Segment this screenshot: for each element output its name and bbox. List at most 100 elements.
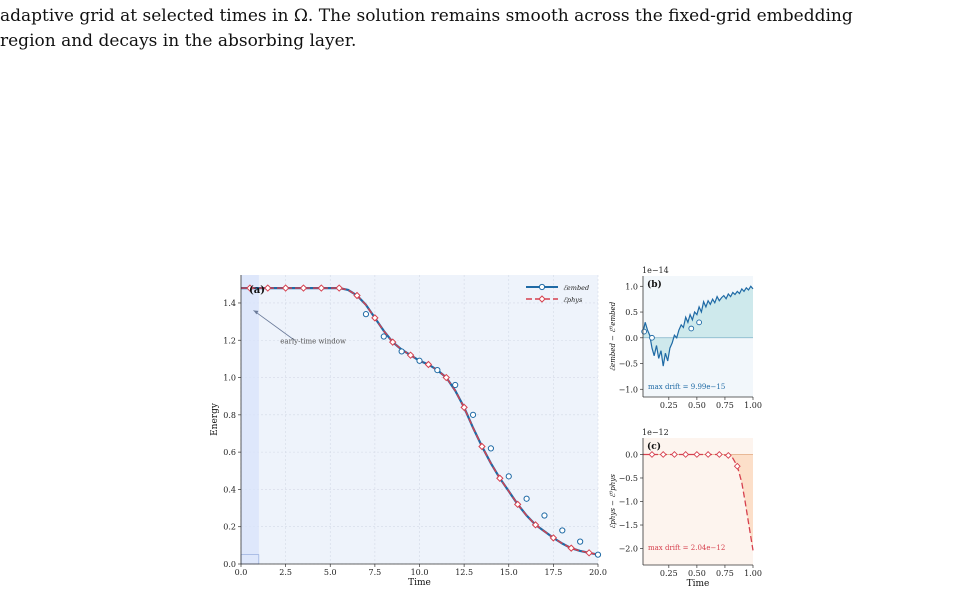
marker-phys — [371, 314, 379, 322]
marker-embed — [559, 527, 566, 534]
drift-line-phys — [643, 453, 754, 551]
marker-phys — [264, 284, 272, 292]
marker-embed — [505, 473, 512, 480]
marker-phys — [442, 373, 450, 382]
y-tick-label: −0.5 — [619, 360, 638, 369]
marker-phys — [299, 284, 308, 292]
x-tick-label: 0.0 — [235, 568, 248, 577]
marker-phys — [246, 284, 254, 292]
x-axis-label: Time — [687, 579, 710, 589]
x-tick-label: 12.5 — [455, 568, 473, 577]
marker-phys — [406, 351, 415, 359]
y-tick-label: 0.0 — [625, 334, 638, 343]
marker-embed — [541, 512, 548, 519]
marker-embed — [487, 445, 494, 452]
panel-label: (b) — [647, 279, 662, 290]
series-line-phys — [241, 287, 599, 556]
y-tick-label: −1.5 — [619, 521, 638, 530]
marker-phys — [335, 284, 343, 292]
marker-embed — [594, 551, 602, 558]
y-axis-label: ℰembed − ℰ⁰embed — [609, 301, 617, 371]
marker-embed — [523, 495, 530, 502]
annotation-max-drift: max drift = 2.04e−12 — [648, 544, 725, 552]
y-tick-label: 0.5 — [625, 308, 638, 317]
marker-phys — [281, 284, 290, 292]
drift-marker-phys — [733, 462, 741, 470]
marker-phys — [549, 534, 558, 542]
y-tick-label: 1.4 — [223, 299, 236, 308]
marker-embed — [398, 348, 405, 355]
marker-phys — [513, 500, 522, 509]
drift-line-embed — [642, 285, 754, 367]
marker-phys — [460, 403, 468, 412]
y-tick-label: 1.0 — [625, 282, 638, 291]
x-tick-label: 15.0 — [500, 568, 518, 577]
marker-phys — [478, 442, 486, 451]
marker-embed — [434, 366, 441, 374]
marker-embed — [416, 357, 423, 364]
marker-phys — [585, 549, 593, 557]
panel-label: (c) — [647, 441, 661, 452]
panel-c: (c) 1e−12 max drift = 2.04e−12 0.25 0.50 0.75… — [609, 428, 762, 589]
drift-marker-phys — [715, 451, 723, 458]
y-tick-label: 0.0 — [223, 560, 236, 569]
x-tick-label: 7.5 — [369, 568, 382, 577]
drift-marker-embed — [641, 328, 647, 335]
y-tick-label: −1.0 — [619, 498, 638, 507]
drift-marker-phys — [659, 451, 667, 458]
legend-marker-phys — [538, 295, 546, 303]
x-tick-label: 0.25 — [660, 401, 678, 410]
y-tick-label: −0.5 — [619, 474, 638, 483]
x-tick-label: 0.50 — [688, 569, 706, 578]
y-tick-label: −2.0 — [619, 545, 638, 554]
panel-a: (a) early-time window ℰembed ℰphys 0.0 2.5 5.0… — [210, 275, 607, 588]
drift-marker-embed — [688, 325, 695, 332]
marker-phys — [317, 284, 326, 292]
marker-embed — [380, 333, 387, 340]
y-axis-label: Energy — [210, 402, 220, 436]
marker-embed — [452, 381, 459, 389]
drift-marker-phys — [670, 451, 678, 458]
y-tick-label: 1.2 — [223, 336, 236, 345]
marker-embed — [469, 411, 477, 418]
x-tick-label: 1.00 — [744, 569, 762, 578]
y-axis-label: ℰphys − ℰ⁰phys — [609, 474, 617, 529]
marker-phys — [353, 291, 361, 300]
panel-b: (b) 1e−14 max drift = 9.99e−15 0.25 0.50 0.75… — [609, 266, 762, 410]
drift-marker-embed — [649, 334, 655, 341]
x-tick-label: 1.00 — [744, 401, 762, 410]
caption-line-1: adaptive grid at selected times in Ω. Th… — [0, 6, 853, 26]
legend-marker-embed — [538, 283, 546, 291]
marker-phys — [389, 338, 397, 346]
x-tick-label: 0.75 — [716, 401, 734, 410]
scale-label: 1e−14 — [642, 266, 669, 275]
marker-phys — [567, 544, 575, 552]
drift-fill — [643, 454, 753, 551]
marker-phys — [531, 521, 540, 529]
x-tick-label: 0.50 — [688, 401, 706, 410]
x-tick-label: 0.25 — [660, 569, 678, 578]
annotation-arrowhead — [253, 310, 259, 315]
y-tick-label: −1.0 — [619, 385, 638, 394]
panel-label: (a) — [249, 285, 265, 296]
marker-phys — [496, 474, 504, 482]
x-tick-label: 2.5 — [279, 568, 292, 577]
legend-label-embed: ℰembed — [563, 284, 589, 292]
y-tick-label: 0.4 — [223, 485, 236, 494]
early-time-window-band — [241, 275, 259, 564]
x-tick-label: 5.0 — [324, 568, 337, 577]
drift-marker-phys — [682, 451, 690, 458]
drift-marker-phys — [704, 451, 712, 458]
drift-marker-embed — [696, 319, 702, 326]
annotation-early-time-window: early-time window — [280, 337, 346, 345]
marker-embed — [577, 538, 584, 545]
y-tick-label: 0.2 — [223, 523, 236, 532]
annotation-arrow — [253, 310, 295, 341]
legend-label-phys: ℰphys — [563, 296, 583, 304]
marker-phys — [424, 360, 433, 369]
x-tick-label: 20.0 — [589, 568, 607, 577]
drift-marker-phys — [648, 451, 656, 458]
caption-line-2: region and decays in the absorbing layer… — [0, 31, 357, 51]
y-tick-label: 1.0 — [223, 374, 236, 383]
